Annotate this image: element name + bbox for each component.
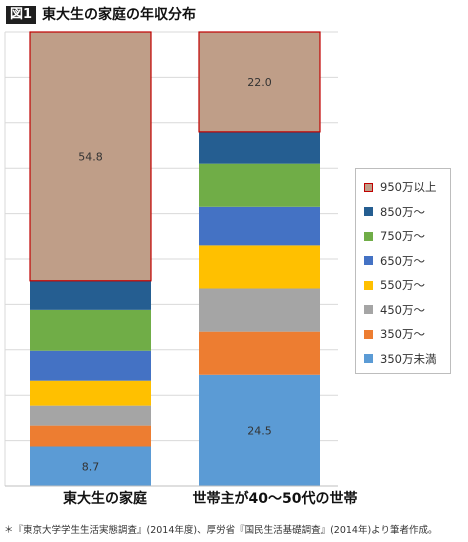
bar-segment-0-7 bbox=[29, 31, 152, 282]
bar-segment-0-3 bbox=[30, 380, 151, 406]
legend-item: 750万〜 bbox=[364, 224, 450, 249]
legend-label: 850万〜 bbox=[380, 204, 425, 219]
legend-label: 950万以上 bbox=[380, 180, 437, 195]
legend-swatch bbox=[364, 182, 373, 192]
bar-segment-1-3 bbox=[199, 245, 320, 289]
bar-segment-0-1 bbox=[30, 425, 151, 447]
legend-item: 450万〜 bbox=[364, 298, 450, 323]
source-footnote: ＊『東京大学学生生活実態調査』(2014年度)、厚労省『国民生活基礎調査』(20… bbox=[4, 525, 438, 536]
legend-item: 350万未満 bbox=[364, 347, 450, 372]
legend-label: 550万〜 bbox=[380, 278, 425, 293]
data-label: 24.5 bbox=[247, 424, 272, 437]
legend-swatch bbox=[364, 231, 373, 241]
data-label: 22.0 bbox=[247, 76, 272, 89]
bar-segment-1-7 bbox=[198, 31, 321, 133]
chart-title: 東大生の家庭の年収分布 bbox=[42, 7, 196, 23]
bar-segment-0-2 bbox=[30, 405, 151, 426]
legend-item: 850万〜 bbox=[364, 200, 450, 225]
bar-segment-0-6 bbox=[30, 280, 151, 310]
bar-segment-0-4 bbox=[30, 350, 151, 381]
legend-item: 950万以上 bbox=[364, 175, 450, 200]
legend-label: 450万〜 bbox=[380, 302, 425, 317]
category-label-todai: 東大生の家庭 bbox=[63, 491, 147, 507]
bar-segment-1-4 bbox=[199, 206, 320, 246]
data-label: 54.8 bbox=[78, 150, 103, 163]
legend-swatch bbox=[364, 256, 373, 266]
legend-item: 550万〜 bbox=[364, 273, 450, 298]
bar-segment-1-1 bbox=[199, 331, 320, 375]
category-label-households-40-50: 世帯主が40〜50代の世帯 bbox=[192, 491, 358, 507]
legend-swatch bbox=[364, 329, 373, 339]
legend-swatch bbox=[364, 305, 373, 315]
bar-segment-1-6 bbox=[199, 131, 320, 164]
legend-swatch bbox=[364, 354, 373, 364]
bar-segment-1-2 bbox=[199, 288, 320, 332]
legend-label: 350万未満 bbox=[380, 351, 437, 366]
bar-segment-1-0 bbox=[199, 374, 320, 486]
legend-swatch bbox=[364, 207, 373, 217]
legend-label: 750万〜 bbox=[380, 229, 425, 244]
data-label: 8.7 bbox=[82, 460, 100, 473]
figure-label: 図1 bbox=[6, 6, 37, 24]
chart-legend: 950万以上 850万〜 750万〜 650万〜 550万〜 450万〜 350万〜 350万… bbox=[355, 168, 451, 374]
legend-label: 350万〜 bbox=[380, 327, 425, 342]
bar-segment-0-0 bbox=[30, 446, 151, 486]
bar-segment-0-5 bbox=[30, 309, 151, 351]
legend-item: 350万〜 bbox=[364, 322, 450, 347]
legend-label: 650万〜 bbox=[380, 253, 425, 268]
bar-segment-1-5 bbox=[199, 163, 320, 207]
legend-item: 650万〜 bbox=[364, 249, 450, 274]
legend-swatch bbox=[364, 280, 373, 290]
chart-header: 図1 東大生の家庭の年収分布 bbox=[0, 0, 468, 30]
